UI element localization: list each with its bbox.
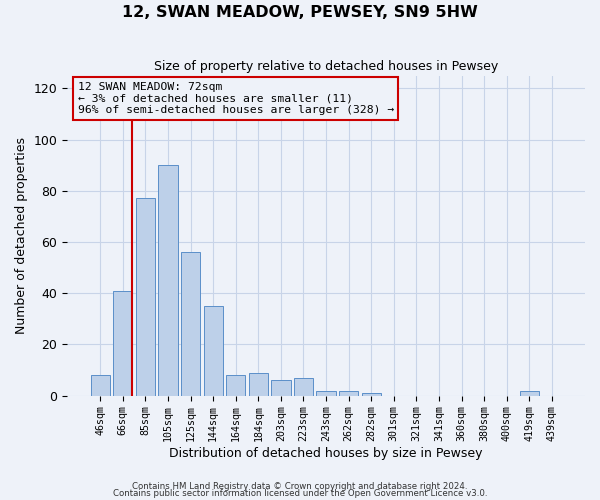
Bar <box>91 375 110 396</box>
Bar <box>316 390 335 396</box>
Y-axis label: Number of detached properties: Number of detached properties <box>15 137 28 334</box>
Bar <box>294 378 313 396</box>
Bar <box>339 390 358 396</box>
Bar <box>271 380 290 396</box>
Bar <box>136 198 155 396</box>
Text: Contains HM Land Registry data © Crown copyright and database right 2024.: Contains HM Land Registry data © Crown c… <box>132 482 468 491</box>
Text: 12, SWAN MEADOW, PEWSEY, SN9 5HW: 12, SWAN MEADOW, PEWSEY, SN9 5HW <box>122 5 478 20</box>
X-axis label: Distribution of detached houses by size in Pewsey: Distribution of detached houses by size … <box>169 447 483 460</box>
Bar <box>226 375 245 396</box>
Bar <box>249 372 268 396</box>
Text: 12 SWAN MEADOW: 72sqm
← 3% of detached houses are smaller (11)
96% of semi-detac: 12 SWAN MEADOW: 72sqm ← 3% of detached h… <box>77 82 394 115</box>
Bar <box>181 252 200 396</box>
Title: Size of property relative to detached houses in Pewsey: Size of property relative to detached ho… <box>154 60 498 73</box>
Bar <box>158 165 178 396</box>
Bar <box>362 393 381 396</box>
Bar <box>203 306 223 396</box>
Text: Contains public sector information licensed under the Open Government Licence v3: Contains public sector information licen… <box>113 490 487 498</box>
Bar <box>520 390 539 396</box>
Bar <box>113 290 133 396</box>
